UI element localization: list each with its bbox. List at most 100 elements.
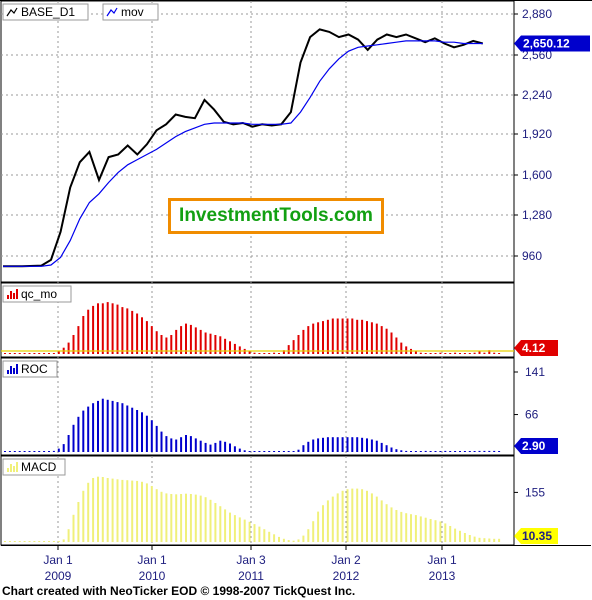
qc-mo-bar-55 [273,352,276,354]
macd-bar-59 [292,540,295,542]
roc-bar-91 [449,451,452,452]
price-tick-label-5: 2,560 [522,48,552,62]
qc-mo-bar-61 [302,329,305,354]
qc-mo-bar-77 [380,326,383,354]
legend-bar-icon-2-0-2 [13,368,15,374]
qc-mo-bar-21 [106,302,109,354]
roc-bar-90 [444,450,447,452]
macd-bar-26 [131,480,134,542]
legend-box-1-0 [2,285,72,303]
macd-bar-61 [302,535,305,542]
qc-mo-bar-78 [385,328,388,354]
macd-bar-56 [278,536,280,542]
roc-bar-56 [278,451,280,452]
qc-mo-bar-1 [8,353,11,354]
qc-mo-bar-16 [82,316,85,354]
macd-bar-1 [8,541,11,542]
macd-bar-75 [370,493,373,542]
qc-mo-bar-3 [18,353,21,354]
qc-mo-bar-5 [28,353,31,354]
roc-bar-85 [419,451,422,452]
macd-bar-2 [13,541,16,542]
roc-panel [0,357,515,456]
macd-bar-51 [253,524,256,542]
qc-mo-bar-58 [287,345,290,354]
price-panel [0,0,515,283]
qc-mo-bar-19 [97,303,99,354]
qc-mo-bar-0 [4,353,6,354]
macd-bar-29 [145,483,148,542]
macd-panel [0,455,515,546]
qc-mo-bar-98 [483,352,486,354]
qc-mo-bar-31 [155,331,158,354]
macd-bar-90 [444,523,447,542]
macd-bar-9 [48,541,50,542]
qc-mo-bar-39 [194,327,197,354]
macd-bar-94 [463,533,466,542]
roc-bar-45 [224,441,227,452]
qc-mo-bar-84 [414,351,417,354]
macd-bar-18 [92,478,95,542]
roc-bar-59 [292,451,295,452]
roc-bar-0 [4,451,6,452]
roc-bar-74 [366,438,368,452]
macd-bar-78 [385,504,388,542]
macd-bar-76 [375,496,378,542]
macd-bar-65 [322,505,324,542]
macd-bar-43 [214,503,217,542]
qc-mo-bar-32 [160,335,163,354]
macd-bar-57 [282,538,285,542]
roc-bar-21 [106,399,109,452]
macd-bar-87 [429,519,432,542]
qc-mo-bar-17 [87,309,90,354]
price-tick-label-6: 2,880 [522,7,552,21]
macd-bar-84 [414,515,417,542]
right-axis-area [514,0,591,583]
roc-bar-70 [346,437,349,452]
legend-bar-icon-3-0-2 [13,466,15,472]
qc-mo-bar-45 [224,338,227,354]
roc-bar-84 [414,451,417,452]
macd-bar-19 [97,476,99,542]
roc-bar-3 [18,451,21,452]
macd-bar-27 [136,480,139,542]
macd-bar-33 [165,493,168,542]
macd-bar-74 [366,490,368,542]
qc-mo-bar-8 [43,353,46,354]
qc-mo-bar-63 [312,323,315,354]
roc-bar-98 [483,450,486,452]
roc-bar-22 [111,400,114,452]
roc-bar-20 [101,398,104,452]
x-tick-year-4: 2013 [429,569,456,583]
qc-mo-bar-27 [136,313,139,354]
macd-bar-53 [263,529,266,542]
qc-mo-bar-34 [170,335,173,354]
macd-bar-8 [43,541,46,542]
macd-bar-0 [4,541,6,542]
roc-bar-100 [493,450,496,452]
qc-mo-bar-82 [405,346,408,354]
macd-bar-83 [410,514,412,542]
x-tick-year-1: 2010 [139,569,166,583]
roc-bar-72 [356,437,359,452]
x-tick-date-0: Jan 1 [43,553,73,567]
macd-bar-24 [121,479,124,542]
roc-bar-82 [405,450,408,452]
macd-bar-99 [488,538,491,542]
price-last-value-tag [514,35,590,52]
base-d1-line [3,28,484,268]
macd-bar-7 [38,541,41,542]
qc-mo-bar-65 [322,321,324,354]
qc-mo-bar-81 [400,342,403,354]
roc-bar-89 [439,451,442,452]
roc-bar-86 [424,450,427,452]
macd-bar-14 [72,514,75,542]
qc-mo-bar-60 [297,335,300,354]
roc-bar-49 [243,450,246,452]
legend-bar-icon-2-0-1 [10,366,12,374]
macd-bar-3 [18,541,21,542]
qc-mo-bar-74 [366,321,368,354]
macd-bar-71 [351,488,354,542]
roc-bar-94 [463,451,466,452]
x-tick-date-2: Jan 3 [236,553,266,567]
